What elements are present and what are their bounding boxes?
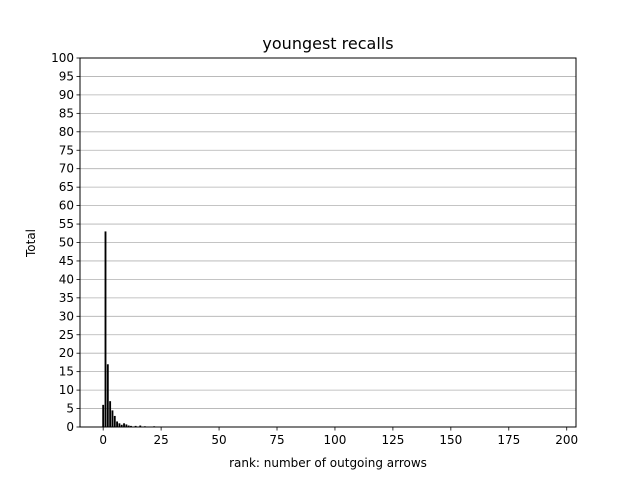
x-tick-label: 50 (211, 433, 226, 447)
y-tick-label: 10 (59, 383, 74, 397)
y-tick-label: 75 (59, 143, 74, 157)
y-tick-label: 65 (59, 180, 74, 194)
grid-lines (80, 57, 576, 428)
y-tick-label: 90 (59, 88, 74, 102)
bar (102, 404, 105, 427)
x-axis: 0 25 50 75 100 125 150 175 200 (99, 427, 578, 447)
y-tick-label: 55 (59, 217, 74, 231)
bar (134, 425, 137, 427)
bar (104, 231, 107, 427)
bar (106, 364, 109, 427)
y-tick-label: 80 (59, 125, 74, 139)
x-tick-label: 0 (99, 433, 107, 447)
chart-title: youngest recalls (262, 34, 393, 53)
x-tick-label: 25 (153, 433, 168, 447)
bar (125, 424, 128, 427)
bar (120, 424, 123, 427)
y-tick-label: 20 (59, 346, 74, 360)
y-tick-label: 30 (59, 309, 74, 323)
x-tick-label: 200 (555, 433, 578, 447)
y-axis-label: Total (24, 229, 38, 258)
y-tick-label: 40 (59, 272, 74, 286)
y-axis: 0 5 10 15 20 25 30 35 40 45 50 55 60 65 70 75 80 85 90 95 10… (51, 51, 80, 434)
x-tick-label: 100 (324, 433, 347, 447)
bar (109, 401, 112, 427)
bar (118, 423, 121, 427)
bar (127, 425, 130, 427)
y-tick-label: 100 (51, 51, 74, 65)
y-tick-label: 60 (59, 199, 74, 213)
bar (130, 425, 132, 427)
x-tick-label: 75 (269, 433, 284, 447)
y-tick-label: 45 (59, 254, 74, 268)
y-tick-label: 0 (66, 420, 74, 434)
y-tick-label: 85 (59, 106, 74, 120)
x-tick-label: 150 (439, 433, 462, 447)
y-tick-label: 5 (66, 402, 74, 416)
x-tick-label: 125 (381, 433, 404, 447)
y-tick-label: 15 (59, 365, 74, 379)
y-tick-label: 95 (59, 69, 74, 83)
bar (123, 423, 125, 427)
bar (113, 415, 116, 427)
x-tick-label: 175 (497, 433, 520, 447)
y-tick-label: 35 (59, 291, 74, 305)
x-axis-label: rank: number of outgoing arrows (229, 456, 427, 470)
y-tick-label: 70 (59, 162, 74, 176)
y-tick-label: 25 (59, 328, 74, 342)
y-tick-label: 50 (59, 236, 74, 250)
bar (116, 421, 119, 427)
bar (111, 410, 114, 427)
bar (139, 425, 142, 427)
